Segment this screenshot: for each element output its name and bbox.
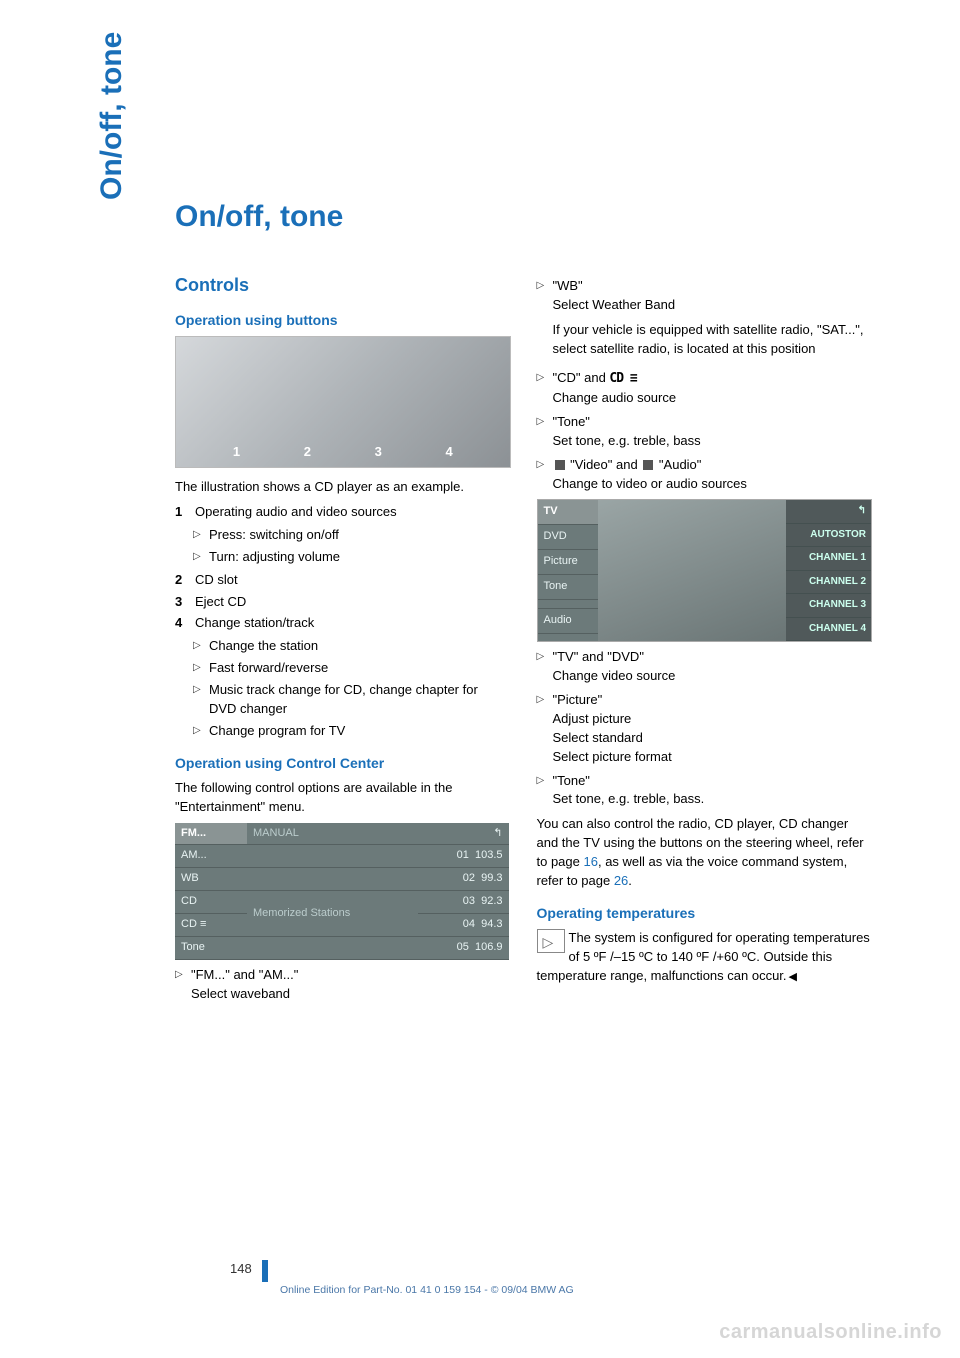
menu-manual: MANUAL xyxy=(247,823,418,845)
left-column: Controls Operation using buttons 1 2 3 4… xyxy=(175,272,509,1009)
page-number: 148 xyxy=(230,1261,252,1276)
triangle-icon xyxy=(193,548,209,567)
num-3: 3 xyxy=(175,593,195,612)
callout-4: 4 xyxy=(445,443,452,462)
sub-4a: Change the station xyxy=(209,637,509,656)
callout-2: 2 xyxy=(304,443,311,462)
page-number-bar xyxy=(262,1260,268,1282)
buttons-heading: Operation using buttons xyxy=(175,310,509,330)
triangle-icon xyxy=(537,691,553,766)
menu-wb: WB xyxy=(175,868,247,891)
menu-memorized: Memorized Stations xyxy=(247,891,418,937)
triangle-icon xyxy=(537,369,553,408)
wb-item: "WB" Select Weather Band If your vehicle… xyxy=(553,277,871,364)
triangle-icon xyxy=(537,772,553,810)
num-1: 1 xyxy=(175,503,195,522)
num-2: 2 xyxy=(175,571,195,590)
triangle-icon xyxy=(537,648,553,686)
triangle-icon xyxy=(537,277,553,364)
triangle-icon xyxy=(193,526,209,545)
tv-menu-screenshot: TV DVD Picture Tone Audio ↰ AUTOSTOR CHA… xyxy=(537,499,873,642)
manual-page: On/off, tone On/off, tone Controls Opera… xyxy=(0,0,960,1358)
sub-4d: Change program for TV xyxy=(209,722,509,741)
triangle-icon xyxy=(537,413,553,451)
sub-4b: Fast forward/reverse xyxy=(209,659,509,678)
cd-player-illustration: 1 2 3 4 xyxy=(175,336,511,468)
callout-1: 1 xyxy=(233,443,240,462)
triangle-icon xyxy=(193,659,209,678)
tone-item: "Tone" Set tone, e.g. treble, bass xyxy=(553,413,701,451)
triangle-icon xyxy=(537,456,553,494)
watermark: carmanualsonline.info xyxy=(719,1321,942,1344)
tv-preview xyxy=(598,500,787,641)
right-column: "WB" Select Weather Band If your vehicle… xyxy=(537,272,871,1009)
side-tab: On/off, tone xyxy=(95,32,129,200)
sub-4c: Music track change for CD, change chapte… xyxy=(209,681,509,719)
video-audio-item: "Video" and "Audio" Change to video or a… xyxy=(553,456,747,494)
steering-wheel-para: You can also control the radio, CD playe… xyxy=(537,815,871,890)
callout-3: 3 xyxy=(375,443,382,462)
cd-callout-numbers: 1 2 3 4 xyxy=(176,443,510,462)
triangle-icon xyxy=(175,966,191,1004)
tv-dvd-item: "TV" and "DVD" Change video source xyxy=(553,648,676,686)
fm-menu-screenshot: FM... MANUAL ↰ AM...01 103.5 WB02 99.3 C… xyxy=(175,823,509,961)
page-title: On/off, tone xyxy=(175,200,870,234)
illustration-caption: The illustration shows a CD player as an… xyxy=(175,478,509,497)
cc-intro: The following control options are availa… xyxy=(175,779,509,817)
video-icon xyxy=(555,460,565,470)
sub-1b: Turn: adjusting volume xyxy=(209,548,509,567)
item-3: Eject CD xyxy=(195,593,509,612)
footer-text: Online Edition for Part-No. 01 41 0 159 … xyxy=(280,1284,574,1296)
end-marker-icon xyxy=(787,968,797,983)
two-column-layout: Controls Operation using buttons 1 2 3 4… xyxy=(175,272,870,1009)
tv-left-menu: TV DVD Picture Tone Audio xyxy=(538,500,598,641)
menu-tone: Tone xyxy=(175,937,247,960)
page-link-26[interactable]: 26 xyxy=(614,873,628,888)
menu-am: AM... xyxy=(175,845,247,868)
page-link-16[interactable]: 16 xyxy=(584,854,598,869)
item-2: CD slot xyxy=(195,571,509,590)
cd-icon: CD ≡ xyxy=(609,371,636,386)
audio-icon xyxy=(643,460,653,470)
menu-back: ↰ xyxy=(418,823,509,845)
control-center-heading: Operation using Control Center xyxy=(175,753,509,773)
menu-fm: FM... xyxy=(175,823,247,845)
item-4: Change station/track xyxy=(195,614,509,633)
picture-item: "Picture" Adjust picture Select standard… xyxy=(553,691,672,766)
operating-temp-heading: Operating temperatures xyxy=(537,903,871,923)
triangle-icon xyxy=(193,681,209,719)
cd-item: "CD" and CD ≡ Change audio source xyxy=(553,369,677,408)
sub-1a: Press: switching on/off xyxy=(209,526,509,545)
info-icon xyxy=(537,929,565,953)
numbered-list: 1Operating audio and video sources Press… xyxy=(175,503,509,740)
fm-am-item: "FM..." and "AM..." Select waveband xyxy=(191,966,298,1004)
tv-right-menu: ↰ AUTOSTOR CHANNEL 1 CHANNEL 2 CHANNEL 3… xyxy=(786,500,871,641)
controls-heading: Controls xyxy=(175,272,509,298)
num-4: 4 xyxy=(175,614,195,633)
operating-temp-text: The system is configured for operating t… xyxy=(537,929,871,986)
tone-item-2: "Tone" Set tone, e.g. treble, bass. xyxy=(553,772,705,810)
menu-cd: CD xyxy=(175,891,247,914)
triangle-icon xyxy=(193,722,209,741)
menu-cd2: CD ≡ xyxy=(175,914,247,937)
item-1: Operating audio and video sources xyxy=(195,503,509,522)
triangle-icon xyxy=(193,637,209,656)
